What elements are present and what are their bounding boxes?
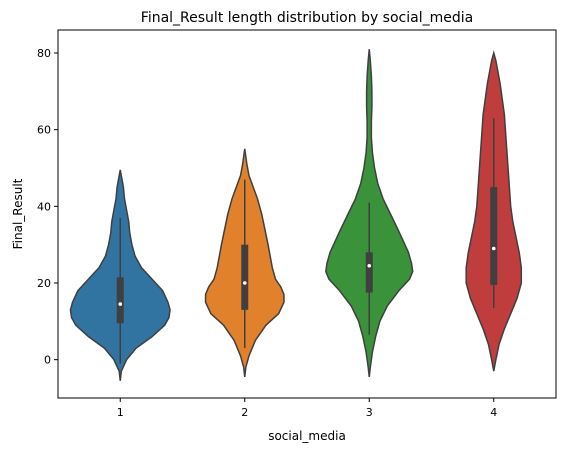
violin-layer xyxy=(69,49,523,381)
chart-title: Final_Result length distribution by soci… xyxy=(141,10,473,26)
violin-2 xyxy=(204,148,285,378)
plot-frame xyxy=(57,29,557,399)
violin-iqr-box-4 xyxy=(490,187,498,285)
y-axis-label: Final_Result xyxy=(11,178,25,249)
violin-1 xyxy=(69,169,171,381)
y-tick-label: 40 xyxy=(37,200,51,213)
x-tick-label: 4 xyxy=(490,406,497,419)
y-tick-label: 80 xyxy=(37,47,51,60)
violin-3 xyxy=(325,49,414,378)
x-tick-label: 1 xyxy=(117,406,124,419)
violin-iqr-box-1 xyxy=(116,277,124,324)
y-tick-label: 0 xyxy=(44,354,51,367)
y-axis: 0 20 40 60 80 xyxy=(37,47,58,367)
y-tick-label: 60 xyxy=(37,124,51,137)
violin-median-3 xyxy=(367,263,372,268)
violin-median-1 xyxy=(118,302,123,306)
violin-iqr-box-2 xyxy=(241,244,249,310)
x-axis-label: social_media xyxy=(268,429,346,443)
violin-iqr-box-3 xyxy=(365,252,373,293)
violin-median-2 xyxy=(242,281,247,285)
violin-median-4 xyxy=(491,246,496,251)
x-tick-label: 2 xyxy=(241,406,248,419)
y-tick-label: 20 xyxy=(37,277,51,290)
violin-4 xyxy=(465,50,523,372)
x-tick-label: 3 xyxy=(366,406,373,419)
x-axis: 1 2 3 4 xyxy=(117,398,497,419)
